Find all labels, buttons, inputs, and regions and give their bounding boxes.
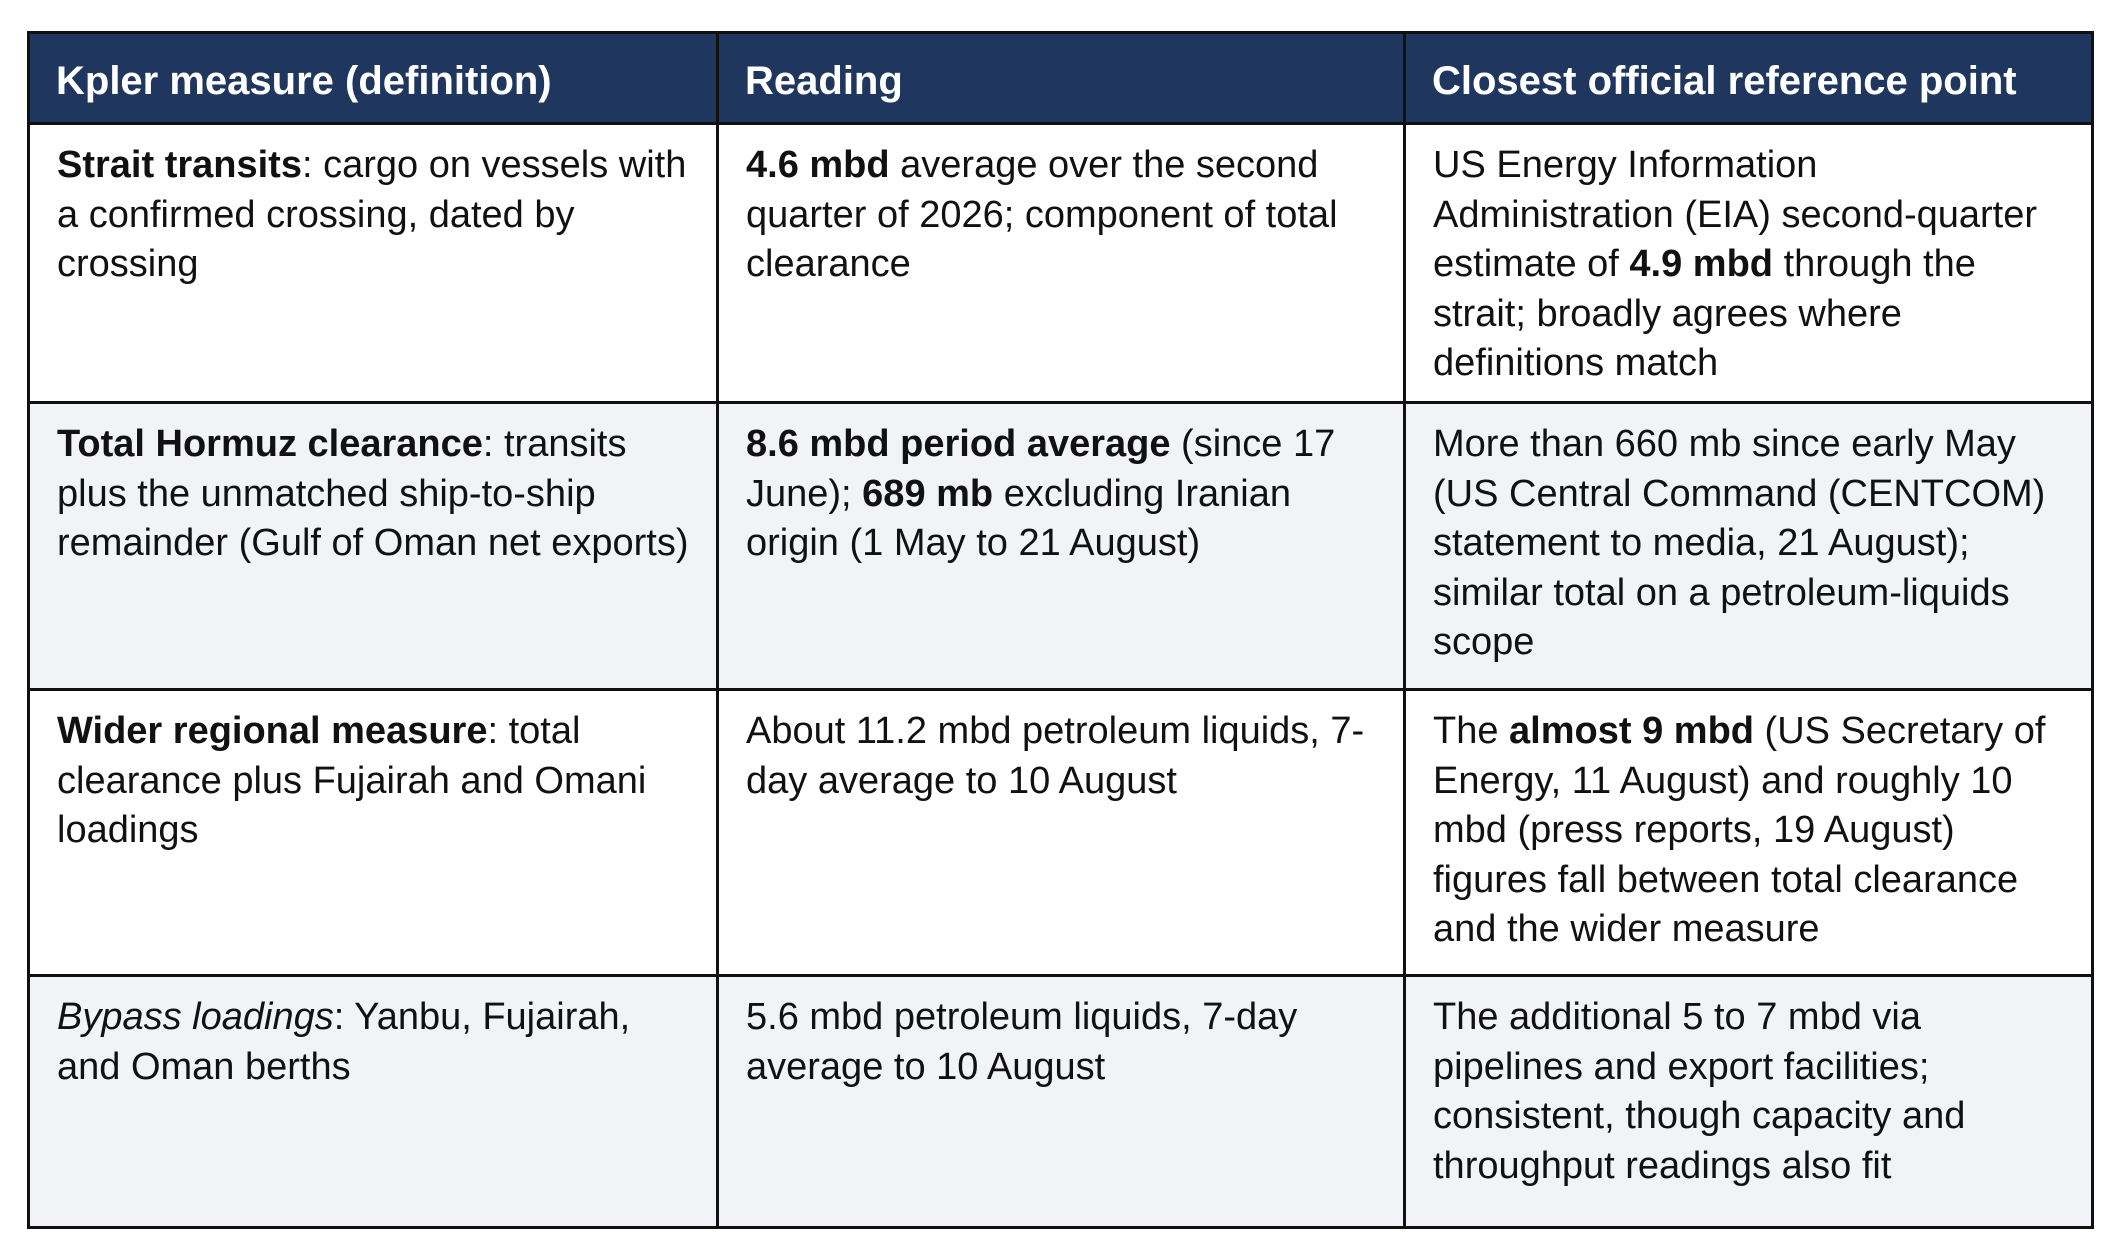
header-reference: Closest official reference point [1403,31,2094,125]
reading-value: 4.6 mbd [746,144,890,186]
table-row: Bypass loadings: Yanbu, Fujairah, and Om… [27,974,2094,1229]
measure-cell: Total Hormuz clearance: transits plus th… [27,401,719,691]
reading-text: 5.6 mbd petroleum liquids, 7-day average… [746,996,1298,1088]
reference-cell: The additional 5 to 7 mbd via pipelines … [1403,974,2094,1229]
measure-term: Total Hormuz clearance [57,423,483,465]
reading-cell: About 11.2 mbd petroleum liquids, 7-day … [716,688,1406,977]
measure-term: Bypass loadings [57,996,334,1038]
reading-text: (since 17 June); [746,423,1336,515]
reference-text: More than 660 mb since early May (US Cen… [1433,423,2046,663]
measure-definition: : total clearance plus Fujairah and Oman… [57,710,647,851]
header-row: Kpler measure (definition) Reading Close… [27,31,2094,125]
measure-term: Wider regional measure [57,710,488,752]
table-row: Total Hormuz clearance: transits plus th… [27,401,2094,691]
reading-value: 8.6 mbd period average [746,423,1171,465]
reference-text: The additional 5 to 7 mbd via pipelines … [1433,996,1966,1187]
header-measure: Kpler measure (definition) [27,31,719,125]
header-reading: Reading [716,31,1406,125]
measure-definition: : cargo on vessels with a confirmed cros… [57,144,687,285]
measure-cell: Wider regional measure: total clearance … [27,688,719,977]
reference-text: through the strait; broadly agrees where… [1433,243,1976,384]
reading-cell: 4.6 mbd average over the second quarter … [716,122,1406,404]
table-row: Strait transits: cargo on vessels with a… [27,122,2094,404]
reference-cell: US Energy Information Administration (EI… [1403,122,2094,404]
measure-term: Strait transits [57,144,302,186]
reference-value: almost 9 mbd [1509,710,1754,752]
reading-cell: 5.6 mbd petroleum liquids, 7-day average… [716,974,1406,1229]
reading-text: About 11.2 mbd petroleum liquids, 7-day … [746,710,1365,802]
measure-definition: : transits plus the unmatched ship-to-sh… [57,423,689,564]
reference-value: 4.9 mbd [1629,243,1774,285]
measure-cell: Bypass loadings: Yanbu, Fujairah, and Om… [27,974,719,1229]
reference-cell: The almost 9 mbd (US Secretary of Energy… [1403,688,2094,977]
reading-text: average over the second quarter of 2026;… [746,144,1338,285]
reference-text: The [1433,710,1510,752]
reading-cell: 8.6 mbd period average (since 17 June); … [716,401,1406,691]
measure-definition: : Yanbu, Fujairah, and Oman berths [57,996,631,1088]
reference-table: Kpler measure (definition) Reading Close… [27,31,2094,1229]
reading-value: 689 mb [862,472,994,515]
reference-cell: More than 660 mb since early May (US Cen… [1403,401,2094,691]
reading-text: excluding Iranian origin (1 May to 21 Au… [746,472,1291,565]
measure-cell: Strait transits: cargo on vessels with a… [27,122,719,404]
table-row: Wider regional measure: total clearance … [27,688,2094,977]
reference-text: US Energy Information Administration (EI… [1433,144,2038,285]
reference-text: (US Secretary of Energy, 11 August) and … [1433,710,2046,950]
